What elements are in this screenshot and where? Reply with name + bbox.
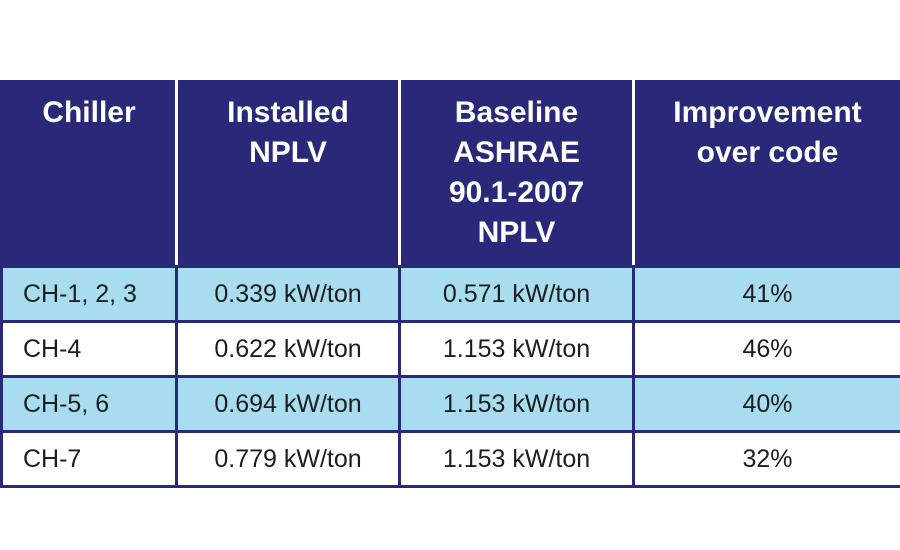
table-cell: 0.622 kW/ton xyxy=(175,320,401,378)
header-line: Improvement xyxy=(673,96,862,129)
header-row: Chiller Installed NPLV Baseline ASHRAE 90.1-2… xyxy=(0,80,900,268)
header-line: Baseline xyxy=(454,96,579,129)
header-line: over code xyxy=(696,136,839,169)
table-cell: CH-5, 6 xyxy=(0,375,178,433)
table-cell: CH-4 xyxy=(0,320,178,378)
header-cell: Improvement over code xyxy=(632,80,900,268)
header-line: Installed xyxy=(227,96,349,129)
table-row: CH-1, 2, 3 0.339 kW/ton 0.571 kW/ton 41% xyxy=(0,265,900,323)
header-line: Chiller xyxy=(42,96,136,129)
header-cell: Chiller xyxy=(0,80,178,268)
header-line: ASHRAE xyxy=(453,136,580,169)
header-cell: Installed NPLV xyxy=(175,80,401,268)
table-cell: CH-7 xyxy=(0,430,178,488)
table-body: CH-1, 2, 3 0.339 kW/ton 0.571 kW/ton 41% CH-… xyxy=(0,265,900,488)
table-cell: 0.694 kW/ton xyxy=(175,375,401,433)
header-line: NPLV xyxy=(249,136,327,169)
table-cell: 41% xyxy=(632,265,900,323)
table-cell: 32% xyxy=(632,430,900,488)
table-cell: 46% xyxy=(632,320,900,378)
table-cell: 1.153 kW/ton xyxy=(398,430,635,488)
header-line: NPLV xyxy=(477,216,556,249)
header-line: 90.1-2007 xyxy=(448,176,585,209)
table-row: CH-5, 6 0.694 kW/ton 1.153 kW/ton 40% xyxy=(0,375,900,433)
chiller-table: Chiller Installed NPLV Baseline ASHRAE 90.1-2… xyxy=(0,80,900,488)
table-cell: CH-1, 2, 3 xyxy=(0,265,178,323)
table-cell: 0.779 kW/ton xyxy=(175,430,401,488)
table-cell: 0.339 kW/ton xyxy=(175,265,401,323)
table-cell: 1.153 kW/ton xyxy=(398,375,635,433)
table-cell: 40% xyxy=(632,375,900,433)
table-cell: 0.571 kW/ton xyxy=(398,265,635,323)
table-row: CH-4 0.622 kW/ton 1.153 kW/ton 46% xyxy=(0,320,900,378)
table-cell: 1.153 kW/ton xyxy=(398,320,635,378)
table-row: CH-7 0.779 kW/ton 1.153 kW/ton 32% xyxy=(0,430,900,488)
header-cell: Baseline ASHRAE 90.1-2007 NPLV xyxy=(398,80,635,268)
